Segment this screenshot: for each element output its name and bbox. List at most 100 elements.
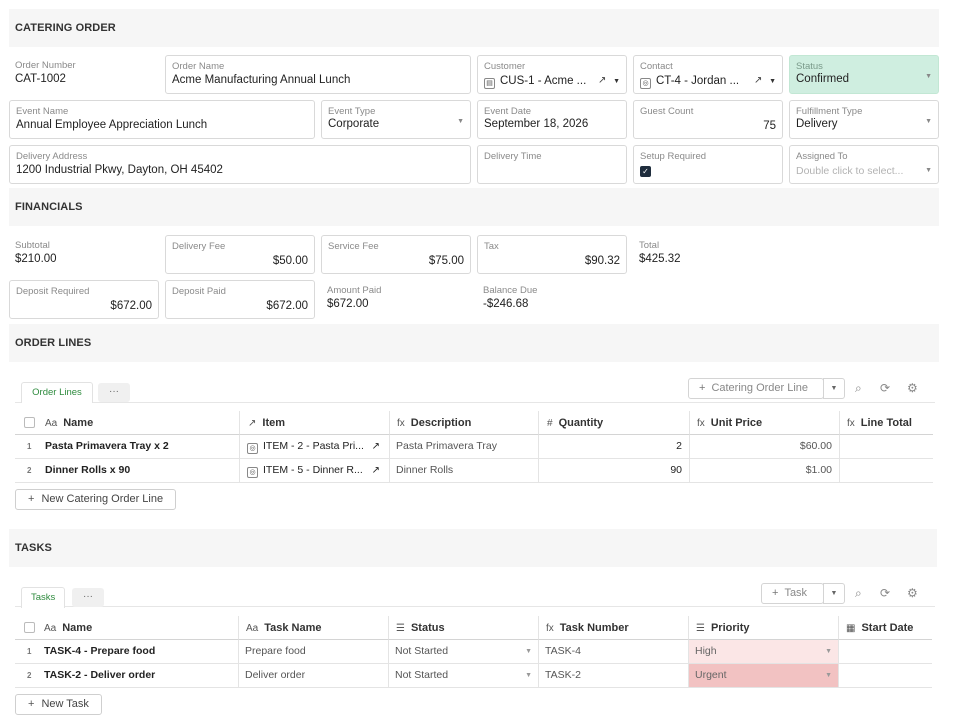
fulfillment-type-value[interactable]: Delivery bbox=[796, 118, 838, 130]
row-task-name[interactable]: Deliver order bbox=[239, 664, 389, 688]
new-task-button[interactable]: + New Task bbox=[15, 694, 102, 715]
order-name-value[interactable]: Acme Manufacturing Annual Lunch bbox=[172, 74, 351, 86]
search-icon[interactable]: ⌕ bbox=[855, 586, 862, 600]
add-options-dropdown[interactable]: ▼ bbox=[823, 378, 845, 399]
chevron-down-icon[interactable]: ▼ bbox=[457, 118, 464, 125]
row-name[interactable]: TASK-4 - Prepare food bbox=[44, 645, 156, 657]
delivery-address-value[interactable]: 1200 Industrial Pkwy, Dayton, OH 45402 bbox=[16, 164, 223, 176]
service-fee-value[interactable]: $75.00 bbox=[428, 255, 464, 267]
column-header-task-number[interactable]: fx Task Number bbox=[539, 616, 689, 640]
add-catering-order-line-button[interactable]: + Catering Order Line bbox=[688, 378, 824, 399]
chevron-down-icon[interactable]: ▼ bbox=[925, 73, 932, 80]
row-task-name[interactable]: Prepare food bbox=[239, 640, 389, 664]
assigned-to-placeholder[interactable]: Double click to select... bbox=[796, 165, 904, 177]
open-link-icon[interactable]: ↗ bbox=[371, 441, 380, 452]
add-task-button[interactable]: + Task bbox=[761, 583, 824, 604]
column-header-start-date[interactable]: ▦ Start Date bbox=[839, 616, 932, 640]
open-link-icon[interactable]: ↗ bbox=[754, 75, 763, 86]
tax-value[interactable]: $90.32 bbox=[584, 255, 620, 267]
search-icon[interactable]: ⌕ bbox=[855, 381, 862, 395]
row-name[interactable]: Dinner Rolls x 90 bbox=[45, 464, 131, 476]
chevron-down-icon[interactable]: ▼ bbox=[525, 672, 532, 679]
contact-value[interactable]: CT-4 - Jordan ... bbox=[656, 75, 740, 87]
tab-tasks[interactable]: Tasks bbox=[21, 587, 65, 608]
refresh-icon[interactable]: ⟳ bbox=[880, 381, 891, 395]
delivery-fee-value[interactable]: $50.00 bbox=[272, 255, 308, 267]
tab-order-lines[interactable]: Order Lines bbox=[21, 382, 93, 403]
settings-sliders-icon[interactable]: ⚙ bbox=[907, 381, 918, 395]
row-item[interactable]: ◎ ITEM - 2 - Pasta Pri... ↗ bbox=[240, 435, 390, 459]
delivery-fee-field[interactable]: Delivery Fee $50.00 bbox=[165, 235, 315, 274]
open-link-icon[interactable]: ↗ bbox=[598, 75, 607, 86]
chevron-down-icon[interactable]: ▼ bbox=[925, 167, 932, 174]
contact-field[interactable]: Contact ◎ CT-4 - Jordan ... ↗ ▼ bbox=[633, 55, 783, 94]
delivery-time-field[interactable]: Delivery Time bbox=[477, 145, 627, 184]
column-header-unit-price[interactable]: fx Unit Price bbox=[690, 411, 840, 435]
event-type-value[interactable]: Corporate bbox=[328, 118, 380, 130]
chevron-down-icon[interactable]: ▼ bbox=[613, 78, 620, 85]
guest-count-field[interactable]: Guest Count 75 bbox=[633, 100, 783, 139]
assigned-to-field[interactable]: Assigned To Double click to select... ▼ bbox=[789, 145, 939, 184]
event-date-field[interactable]: Event Date September 18, 2026 bbox=[477, 100, 627, 139]
column-header-description[interactable]: fx Description bbox=[390, 411, 539, 435]
add-options-dropdown[interactable]: ▼ bbox=[823, 583, 845, 604]
open-link-icon[interactable]: ↗ bbox=[371, 465, 380, 476]
row-priority[interactable]: High ▼ bbox=[689, 640, 839, 664]
event-type-field[interactable]: Event Type Corporate ▼ bbox=[321, 100, 471, 139]
column-header-name[interactable]: Aa Name bbox=[15, 411, 240, 435]
refresh-icon[interactable]: ⟳ bbox=[880, 586, 891, 600]
column-header-priority[interactable]: ☰ Priority bbox=[689, 616, 839, 640]
table-row[interactable]: 1 Pasta Primavera Tray x 2 bbox=[15, 435, 240, 459]
row-start-date[interactable] bbox=[839, 640, 932, 664]
guest-count-value[interactable]: 75 bbox=[763, 120, 776, 132]
select-all-checkbox[interactable] bbox=[24, 417, 35, 428]
row-name[interactable]: Pasta Primavera Tray x 2 bbox=[45, 440, 169, 452]
row-quantity[interactable]: 90 bbox=[539, 459, 690, 483]
status-field[interactable]: Status Confirmed ▼ bbox=[789, 55, 939, 94]
deposit-paid-value[interactable]: $672.00 bbox=[266, 300, 308, 312]
column-header-status[interactable]: ☰ Status bbox=[389, 616, 539, 640]
column-header-name[interactable]: Aa Name bbox=[15, 616, 239, 640]
tax-field[interactable]: Tax $90.32 bbox=[477, 235, 627, 274]
event-date-value[interactable]: September 18, 2026 bbox=[484, 118, 589, 130]
row-status[interactable]: Not Started ▼ bbox=[389, 640, 539, 664]
new-catering-order-line-button[interactable]: + New Catering Order Line bbox=[15, 489, 177, 510]
chevron-down-icon[interactable]: ▼ bbox=[769, 78, 776, 85]
table-row[interactable]: 2 TASK-2 - Deliver order bbox=[15, 664, 239, 688]
table-row[interactable]: 2 Dinner Rolls x 90 bbox=[15, 459, 240, 483]
row-item[interactable]: ◎ ITEM - 5 - Dinner R... ↗ bbox=[240, 459, 390, 483]
delivery-address-field[interactable]: Delivery Address 1200 Industrial Pkwy, D… bbox=[9, 145, 471, 184]
select-all-checkbox[interactable] bbox=[24, 622, 35, 633]
row-number: 2 bbox=[27, 466, 32, 475]
row-name[interactable]: TASK-2 - Deliver order bbox=[44, 669, 156, 681]
column-header-item[interactable]: ↗ Item bbox=[240, 411, 390, 435]
row-quantity[interactable]: 2 bbox=[539, 435, 690, 459]
event-name-value[interactable]: Annual Employee Appreciation Lunch bbox=[16, 119, 208, 131]
customer-value[interactable]: CUS-1 - Acme ... bbox=[500, 75, 587, 87]
order-name-field[interactable]: Order Name Acme Manufacturing Annual Lun… bbox=[165, 55, 471, 94]
chevron-down-icon[interactable]: ▼ bbox=[525, 648, 532, 655]
settings-sliders-icon[interactable]: ⚙ bbox=[907, 586, 918, 600]
column-header-line-total[interactable]: fx Line Total bbox=[840, 411, 933, 435]
column-header-quantity[interactable]: # Quantity bbox=[539, 411, 690, 435]
row-priority[interactable]: Urgent ▼ bbox=[689, 664, 839, 688]
more-tabs-button[interactable]: ··· bbox=[98, 383, 130, 402]
event-name-field[interactable]: Event Name Annual Employee Appreciation … bbox=[9, 100, 315, 139]
fulfillment-type-field[interactable]: Fulfillment Type Delivery ▼ bbox=[789, 100, 939, 139]
chevron-down-icon[interactable]: ▼ bbox=[825, 648, 832, 655]
status-value[interactable]: Confirmed bbox=[796, 73, 850, 85]
chevron-down-icon[interactable]: ▼ bbox=[925, 118, 932, 125]
deposit-required-value[interactable]: $672.00 bbox=[110, 300, 152, 312]
chevron-down-icon[interactable]: ▼ bbox=[825, 672, 832, 679]
setup-required-field[interactable]: Setup Required ✓ bbox=[633, 145, 783, 184]
deposit-paid-field[interactable]: Deposit Paid $672.00 bbox=[165, 280, 315, 319]
row-status[interactable]: Not Started ▼ bbox=[389, 664, 539, 688]
setup-required-checkbox[interactable]: ✓ bbox=[640, 166, 651, 177]
customer-field[interactable]: Customer ▤ CUS-1 - Acme ... ↗ ▼ bbox=[477, 55, 627, 94]
table-row[interactable]: 1 TASK-4 - Prepare food bbox=[15, 640, 239, 664]
column-header-task-name[interactable]: Aa Task Name bbox=[239, 616, 389, 640]
deposit-required-field[interactable]: Deposit Required $672.00 bbox=[9, 280, 159, 319]
more-tabs-button[interactable]: ··· bbox=[72, 588, 104, 607]
service-fee-field[interactable]: Service Fee $75.00 bbox=[321, 235, 471, 274]
row-start-date[interactable] bbox=[839, 664, 932, 688]
